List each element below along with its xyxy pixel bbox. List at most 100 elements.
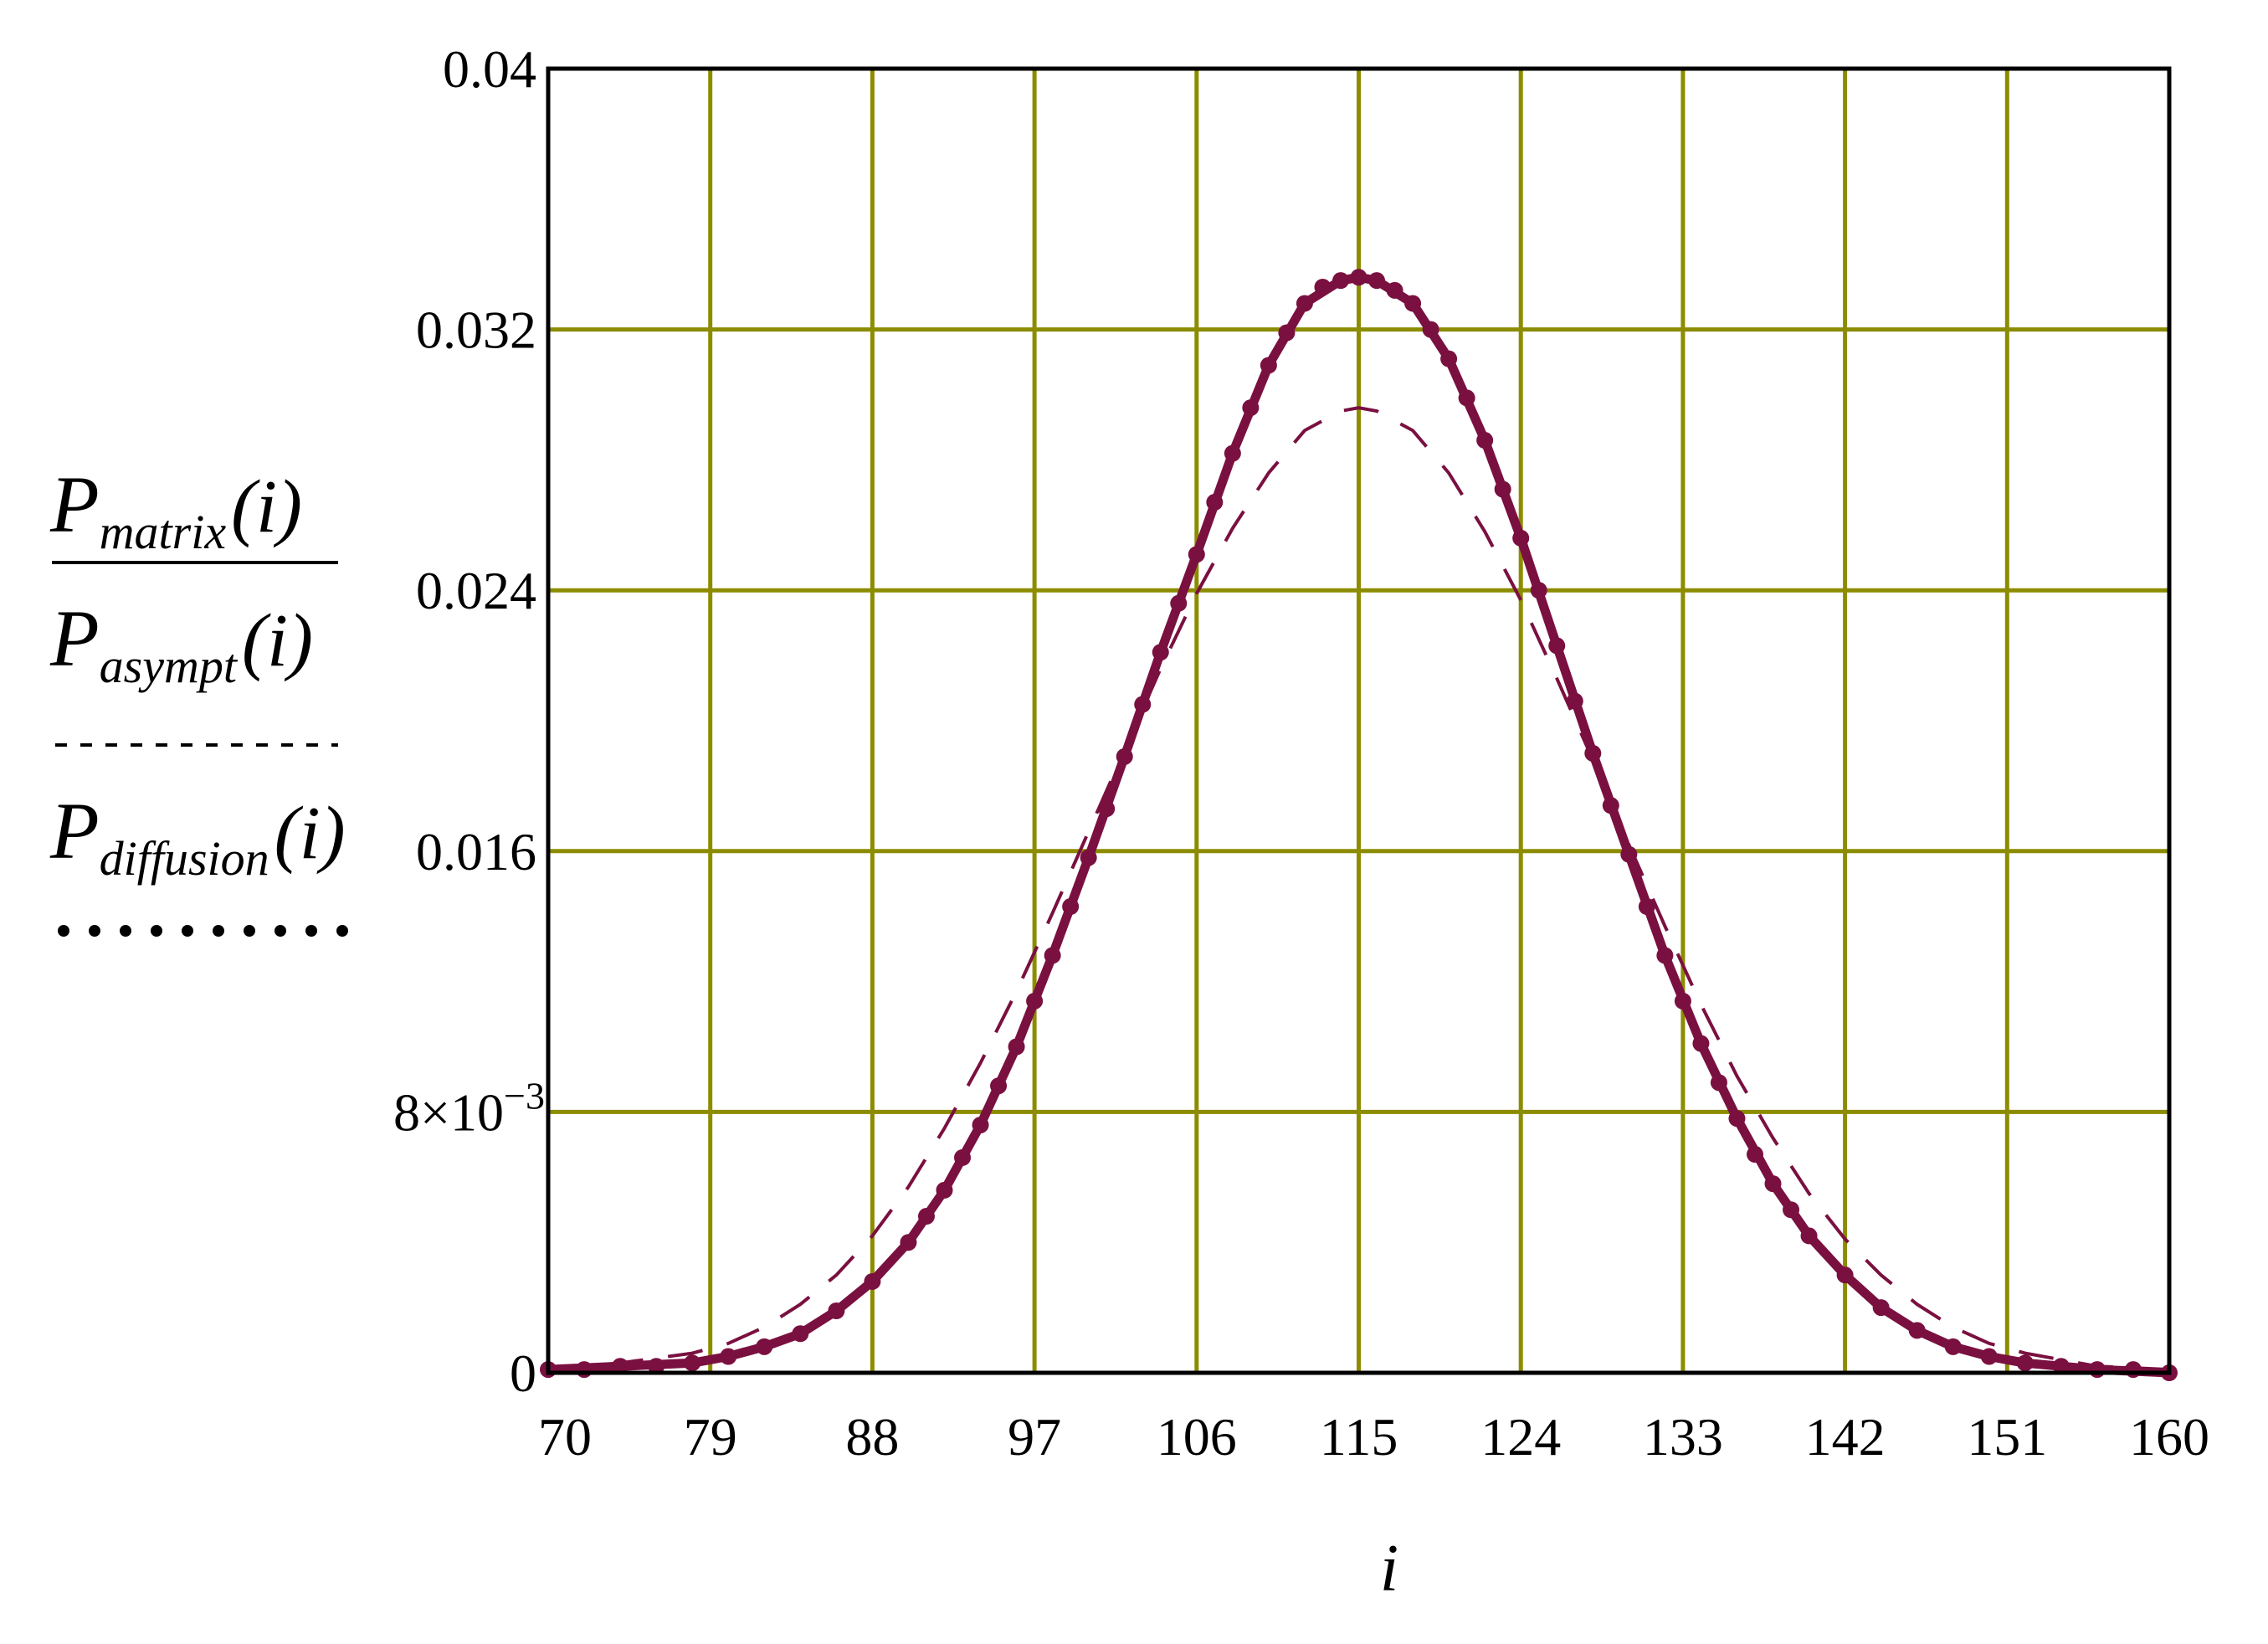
legend-dotted-sample: [58, 925, 348, 937]
series-point-diffusion: [990, 1077, 1008, 1095]
series-point-diffusion: [1386, 281, 1403, 299]
series-point-diffusion: [1260, 357, 1277, 374]
x-tick-label: 115: [1320, 1407, 1398, 1467]
x-tick-label: 151: [1967, 1407, 2047, 1467]
series-point-diffusion: [1620, 845, 1638, 863]
series-point-diffusion: [1836, 1266, 1854, 1284]
x-tick-label: 106: [1157, 1407, 1237, 1467]
series-point-diffusion: [2016, 1354, 2034, 1372]
series-point-diffusion: [1098, 800, 1116, 818]
series-point-diffusion: [1332, 272, 1349, 290]
series-point-diffusion: [1476, 432, 1494, 450]
series-point-diffusion: [1152, 644, 1169, 661]
series-point-diffusion: [1278, 324, 1296, 342]
legend: Pmatrix(i) Pasympt(i) Pdiffusion(i): [49, 460, 348, 937]
series-point-diffusion: [1458, 389, 1475, 407]
y-tick-label: 0.024: [416, 561, 536, 620]
series-point-diffusion: [1080, 849, 1097, 866]
series-point-diffusion: [1116, 748, 1133, 765]
y-tick-label: 0.032: [416, 301, 536, 360]
series-point-diffusion: [1530, 582, 1547, 599]
legend-dot: [244, 925, 255, 937]
x-tick-label: 97: [1008, 1407, 1061, 1467]
y-tick-label: 0: [510, 1343, 536, 1403]
series-point-diffusion: [2052, 1358, 2070, 1375]
x-tick-label: 79: [684, 1407, 737, 1467]
series-point-diffusion: [2088, 1361, 2106, 1379]
series-point-diffusion: [1602, 797, 1619, 814]
series-point-diffusion: [936, 1181, 953, 1199]
legend-matrix-label: Pmatrix(i): [49, 460, 302, 559]
x-tick-labels: 70 79 88 97 106 115 124 133 142 151 160: [538, 1407, 2209, 1467]
series-point-diffusion: [576, 1361, 593, 1379]
series-point-diffusion: [1368, 272, 1386, 290]
series-point-diffusion: [828, 1302, 845, 1319]
legend-dot: [151, 925, 162, 937]
series-point-diffusion: [2124, 1361, 2142, 1379]
series-point-diffusion: [1728, 1110, 1746, 1128]
series-point-diffusion: [864, 1272, 881, 1290]
series-point-diffusion: [1872, 1299, 1890, 1317]
legend-dot: [120, 925, 131, 937]
series-point-diffusion: [1512, 529, 1530, 547]
series-point-diffusion: [1134, 696, 1152, 713]
series-line-asympt: [547, 406, 2170, 1372]
x-tick-label: 88: [845, 1407, 899, 1467]
series-point-diffusion: [1242, 399, 1260, 417]
series-point-diffusion: [1404, 295, 1422, 312]
legend-diffusion-label: Pdiffusion(i): [49, 786, 346, 886]
x-tick-label: 160: [2129, 1407, 2209, 1467]
series-point-diffusion: [684, 1354, 701, 1372]
series-point-diffusion: [1800, 1227, 1818, 1245]
x-tick-label: 70: [538, 1407, 592, 1467]
series-point-diffusion: [1062, 898, 1080, 916]
series-point-diffusion: [756, 1338, 773, 1355]
series-point-diffusion: [1206, 494, 1224, 511]
legend-dot: [89, 925, 100, 937]
x-tick-label: 133: [1643, 1407, 1723, 1467]
series-point-diffusion: [1440, 350, 1458, 367]
legend-dot: [305, 925, 317, 937]
x-tick-label: 124: [1480, 1407, 1561, 1467]
series-point-diffusion: [1026, 992, 1044, 1010]
series-point-diffusion: [1674, 992, 1691, 1010]
series-point-diffusion: [792, 1325, 809, 1343]
series-point-diffusion: [720, 1348, 737, 1365]
series-point-diffusion: [954, 1148, 972, 1166]
series-point-diffusion: [1494, 480, 1511, 498]
legend-dot: [336, 925, 348, 937]
series-point-diffusion: [1944, 1338, 1962, 1355]
series-group: [540, 269, 2178, 1381]
series-point-diffusion: [1548, 637, 1566, 655]
series-point-diffusion: [1422, 321, 1439, 338]
series-point-diffusion: [1638, 898, 1655, 916]
series-point-diffusion: [900, 1234, 917, 1251]
plot-frame: [546, 66, 2172, 1375]
series-point-diffusion: [1980, 1348, 1998, 1365]
series-point-diffusion: [1224, 444, 1241, 462]
x-axis-label: i: [1380, 1532, 1398, 1605]
series-point-diffusion: [1764, 1175, 1782, 1193]
series-point-diffusion: [612, 1358, 629, 1375]
series-point-diffusion: [1566, 692, 1583, 710]
series-point-diffusion: [1692, 1035, 1710, 1052]
series-point-diffusion: [1314, 278, 1332, 295]
series-point-diffusion: [1710, 1074, 1727, 1092]
series-point-diffusion: [648, 1358, 665, 1375]
legend-dot: [275, 925, 286, 937]
series-point-diffusion: [1008, 1038, 1025, 1056]
x-tick-label: 142: [1805, 1407, 1886, 1467]
y-tick-labels: 0 8×10−3 0.016 0.024 0.032 0.04: [393, 39, 545, 1403]
series-point-diffusion: [917, 1208, 935, 1225]
y-tick-label: 0.04: [443, 39, 536, 99]
series-point-diffusion: [1350, 269, 1367, 286]
legend-dot: [213, 925, 224, 937]
legend-dot: [182, 925, 193, 937]
series-point-diffusion: [1584, 744, 1602, 762]
series-point-diffusion: [1656, 947, 1674, 964]
legend-asympt-label: Pasympt(i): [49, 593, 313, 693]
y-tick-label: 0.016: [416, 822, 536, 881]
series-point-diffusion: [1296, 295, 1313, 312]
